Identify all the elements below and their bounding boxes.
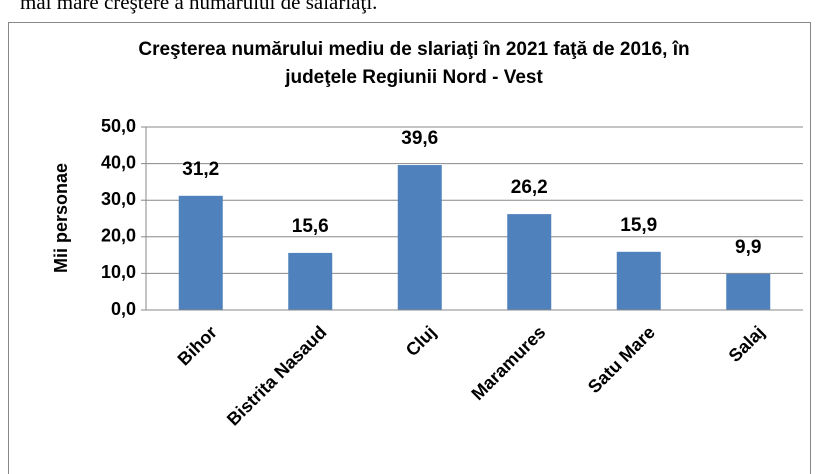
y-tick-label: 20,0 bbox=[101, 226, 136, 246]
value-label: 15,9 bbox=[620, 215, 657, 236]
bar bbox=[616, 251, 661, 310]
header-text: mai mare creştere a numărului de salaria… bbox=[20, 0, 377, 14]
bar bbox=[397, 165, 442, 310]
bar bbox=[507, 214, 552, 310]
value-label: 15,6 bbox=[292, 216, 329, 237]
chart-title: judeţele Regiunii Nord - Vest bbox=[284, 67, 543, 88]
y-tick-label: 0,0 bbox=[111, 299, 136, 319]
chart-title: Creşterea numărului mediu de slariaţi în… bbox=[138, 39, 689, 60]
value-label: 9,9 bbox=[735, 237, 761, 258]
bar bbox=[726, 273, 771, 310]
y-tick-label: 30,0 bbox=[101, 189, 136, 209]
bar bbox=[288, 252, 333, 310]
value-label: 31,2 bbox=[182, 159, 219, 180]
bar bbox=[178, 195, 223, 310]
value-label: 26,2 bbox=[511, 177, 548, 198]
y-axis-label: Mii personae bbox=[51, 163, 71, 273]
y-tick-label: 50,0 bbox=[101, 116, 136, 136]
y-tick-label: 10,0 bbox=[101, 262, 136, 282]
y-tick-label: 40,0 bbox=[101, 152, 136, 172]
value-label: 39,6 bbox=[401, 128, 438, 149]
